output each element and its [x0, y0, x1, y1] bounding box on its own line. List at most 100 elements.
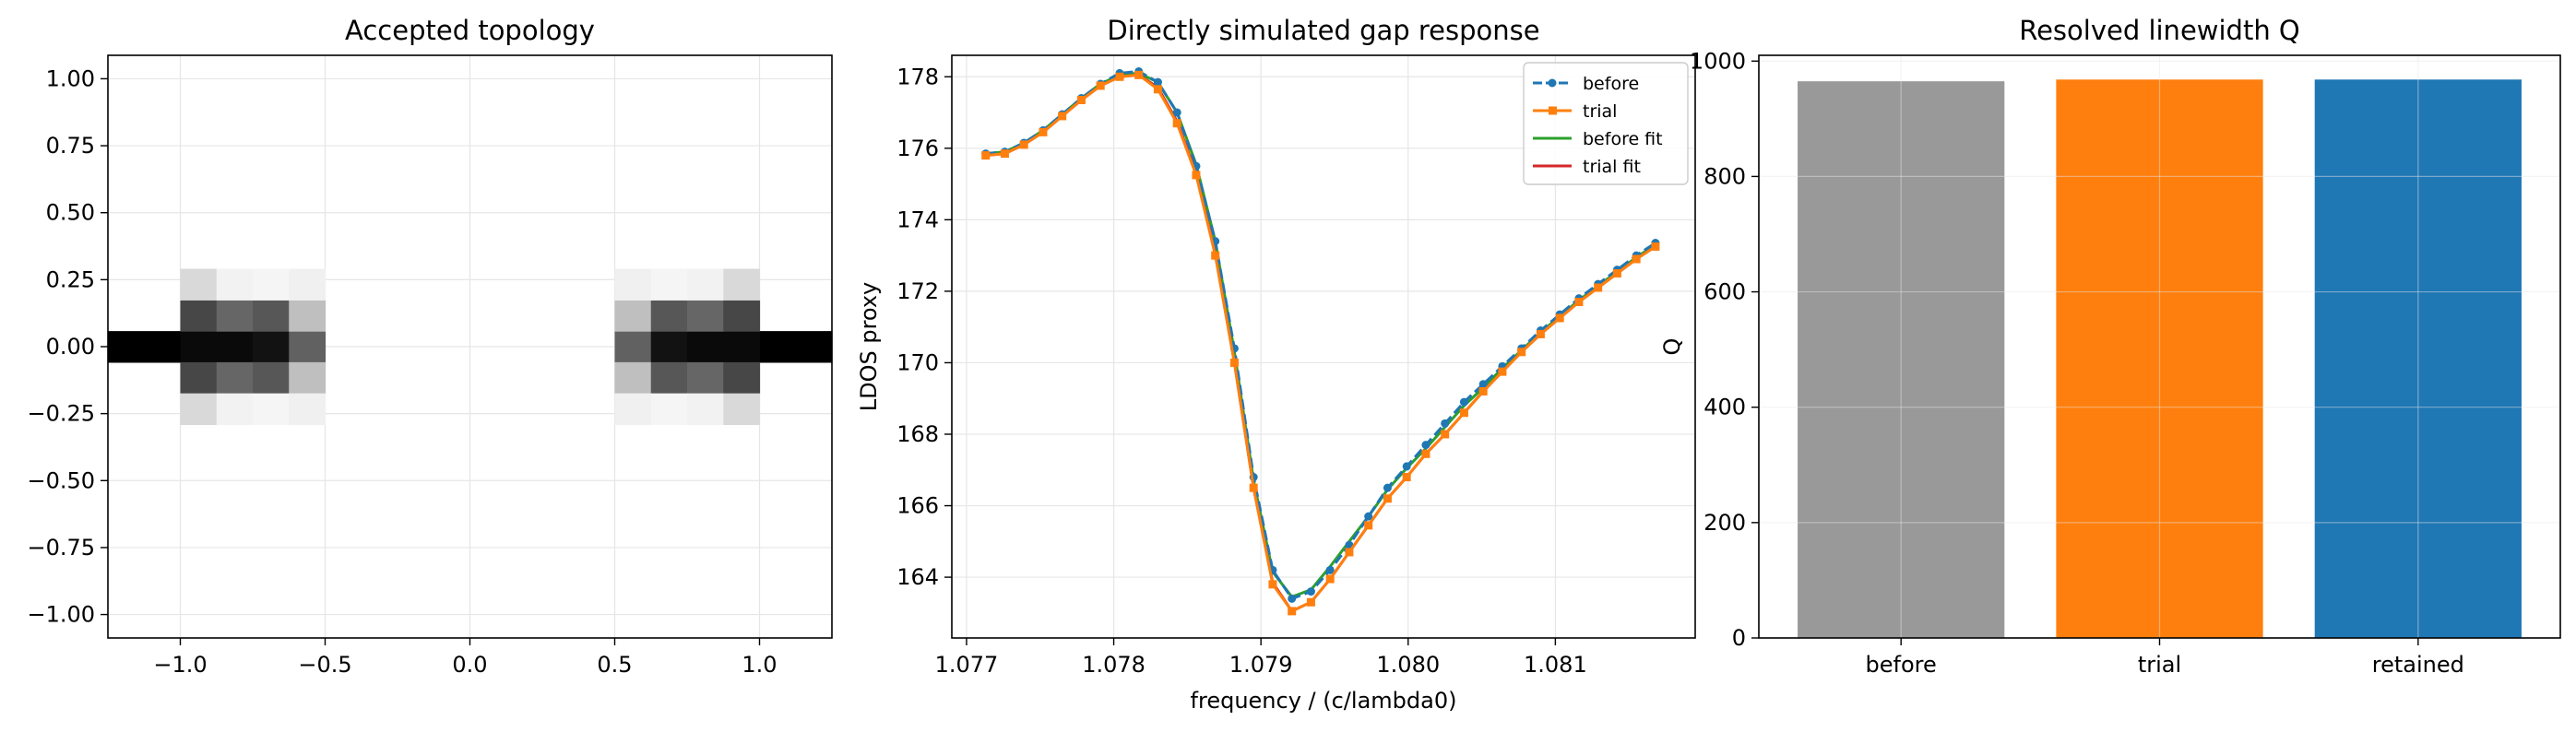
data-point [1096, 81, 1105, 90]
x-axis-ticks: −1.0 −0.5 0.0 0.5 1.0 [153, 638, 778, 678]
heatmap-cell [650, 361, 688, 395]
legend: before trial before fit trial fit [1523, 62, 1689, 185]
heatmap-cell [216, 268, 254, 301]
heatmap-cell [650, 393, 688, 426]
chart-title: Accepted topology [345, 15, 595, 46]
data-point [1383, 483, 1392, 492]
heatmap-cell [650, 331, 688, 363]
y-axis-ticks: 0 200 400 600 800 1000 [1690, 48, 1759, 651]
heatmap-cell [614, 300, 652, 332]
x-tick-label: −0.5 [298, 652, 351, 678]
topology-heatmap-panel: Accepted topology −1.0 −0.5 0.0 0.5 1.0 1.0 0… [27, 15, 833, 678]
heatmap-cell [216, 393, 254, 426]
y-tick-label: 178 [896, 64, 939, 89]
x-tick-label: 1.081 [1524, 652, 1587, 678]
heatmap-cell [180, 268, 218, 301]
data-point [1651, 242, 1660, 251]
heatmap-cell [289, 331, 326, 363]
data-point [1402, 473, 1411, 482]
data-point [1459, 408, 1468, 418]
x-tick-label: −1.0 [153, 652, 207, 678]
heatmap-cell [759, 331, 833, 363]
data-point [1441, 419, 1450, 428]
data-point [1345, 548, 1354, 557]
x-tick-label: 1.0 [742, 652, 777, 678]
bar-trial [2056, 79, 2263, 638]
x-tick-label: 1.079 [1229, 652, 1293, 678]
data-point [1574, 298, 1584, 307]
legend-box [1523, 62, 1689, 185]
heatmap-cell [253, 268, 290, 301]
y-tick-label: 164 [896, 564, 939, 590]
heatmap-cell [253, 331, 290, 363]
data-point [1306, 597, 1315, 607]
heatmap-cell [687, 268, 724, 301]
y-tick-label: 166 [896, 493, 939, 519]
chart-title: Directly simulated gap response [1107, 15, 1539, 46]
heatmap-cell [614, 361, 652, 395]
heatmap-cell [180, 393, 218, 426]
y-tick-label: 170 [896, 349, 939, 375]
heatmap-cell [216, 300, 254, 332]
grid [952, 55, 1695, 638]
heatmap-cell [723, 300, 761, 332]
x-tick-label: 1.077 [935, 652, 999, 678]
y-tick-label: −1.00 [27, 602, 95, 628]
data-point [1288, 594, 1297, 603]
y-tick-label: 200 [1703, 510, 1746, 536]
heatmap-cell [289, 268, 326, 301]
data-point [1383, 494, 1392, 503]
x-tick-label: 0.0 [452, 652, 487, 678]
heatmap-cell [289, 300, 326, 332]
data-point [1249, 483, 1258, 492]
linewidth-bar-panel: Resolved linewidth Q before trial retained… [1659, 15, 2561, 678]
x-tick-label: before [1866, 652, 1937, 678]
y-tick-label: 0.00 [46, 334, 95, 360]
heatmap-cell [180, 300, 218, 332]
data-point [1478, 380, 1488, 389]
data-point [1192, 171, 1201, 180]
data-point [1288, 607, 1297, 616]
data-point [1498, 367, 1507, 376]
heatmap-cell [289, 393, 326, 426]
bar-before [1798, 81, 2005, 638]
data-point [1058, 112, 1067, 121]
heatmap-cell [687, 393, 724, 426]
data-point [1211, 251, 1220, 260]
y-tick-label: 0.50 [46, 200, 95, 226]
data-point [1364, 512, 1373, 521]
data-point [981, 151, 991, 160]
heatmap-cell [253, 300, 290, 332]
heatmap-cell [180, 331, 218, 363]
data-point [1325, 565, 1335, 574]
heatmap-cell [723, 361, 761, 395]
data-point [1632, 254, 1641, 264]
y-tick-label: 1000 [1690, 48, 1746, 74]
legend-label: before fit [1583, 129, 1663, 149]
y-axis-label: LDOS proxy [856, 282, 882, 412]
data-point [1364, 521, 1373, 530]
heatmap-cell [687, 361, 724, 395]
y-tick-label: −0.75 [27, 535, 95, 561]
heatmap-cell [216, 361, 254, 395]
chart-title: Resolved linewidth Q [2019, 15, 2300, 46]
heatmap-cell [614, 331, 652, 363]
heatmap-cell [216, 331, 254, 363]
legend-label: trial [1583, 101, 1617, 122]
heatmap-cell [108, 331, 182, 363]
y-tick-label: 0.75 [46, 133, 95, 159]
y-tick-label: 176 [896, 136, 939, 161]
legend-label: trial fit [1583, 157, 1641, 177]
x-tick-label: 0.5 [597, 652, 632, 678]
data-point [1229, 358, 1239, 367]
y-tick-label: 168 [896, 421, 939, 447]
data-point [1594, 283, 1603, 292]
data-point [1268, 580, 1277, 589]
data-point [1172, 119, 1181, 128]
data-point [1536, 329, 1545, 338]
data-point [1076, 95, 1086, 104]
data-point [1115, 72, 1124, 81]
y-axis-label: Q [1659, 338, 1685, 356]
heatmap-cell [253, 361, 290, 395]
